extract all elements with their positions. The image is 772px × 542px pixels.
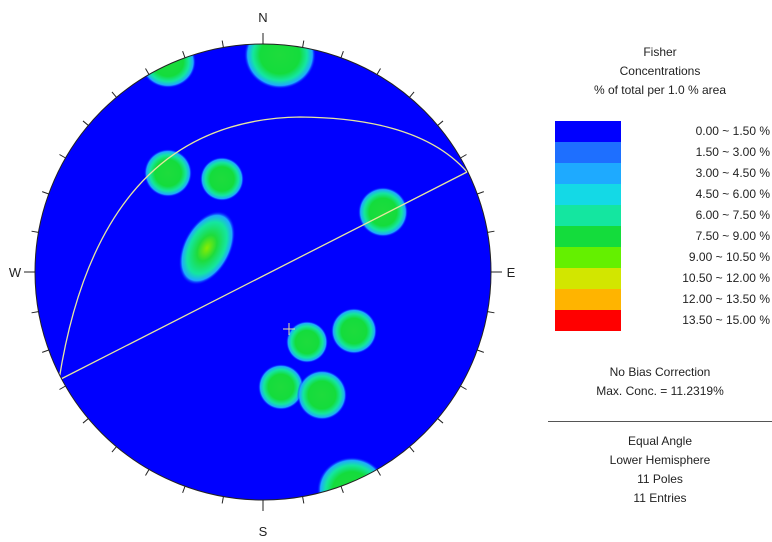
azimuth-tick: [487, 230, 495, 233]
contour-cluster: [144, 149, 192, 197]
azimuth-tick: [437, 418, 444, 424]
stereonet-plot: N S W E: [9, 10, 516, 539]
legend-divider: [548, 421, 772, 422]
contour-cluster: [358, 187, 408, 237]
contour-cluster: [258, 364, 304, 410]
contour-cluster: [331, 308, 377, 354]
legend-swatch: [555, 142, 621, 163]
south-label: S: [259, 524, 268, 539]
azimuth-tick: [460, 385, 467, 390]
azimuth-tick: [302, 496, 305, 504]
legend-range-label: 12.00 ~ 13.50 %: [682, 292, 770, 306]
legend-range-label: 0.00 ~ 1.50 %: [695, 124, 770, 138]
great-circle-plane: [58, 116, 468, 381]
azimuth-tick: [145, 469, 150, 476]
entries-count: 11 Entries: [633, 491, 687, 505]
legend-swatch: [555, 289, 621, 310]
contour-cluster: [286, 321, 328, 363]
azimuth-tick: [460, 154, 467, 159]
legend-range-label: 13.50 ~ 15.00 %: [682, 313, 770, 327]
azimuth-tick: [182, 486, 186, 493]
strike-line: [58, 171, 468, 381]
legend-range-label: 9.00 ~ 10.50 %: [688, 250, 770, 264]
center-mark: [283, 323, 295, 335]
azimuth-tick: [477, 349, 484, 353]
contour-cluster: [140, 44, 196, 88]
legend-range-label: 6.00 ~ 7.50 %: [695, 208, 770, 222]
north-label: N: [258, 10, 267, 25]
hemisphere-type: Lower Hemisphere: [609, 453, 711, 467]
azimuth-tick: [111, 91, 117, 98]
azimuth-tick: [477, 191, 484, 195]
azimuth-tick: [376, 469, 381, 476]
azimuth-tick: [145, 68, 150, 75]
legend-swatch: [555, 247, 621, 268]
legend-swatch: [555, 268, 621, 289]
azimuth-tick: [409, 91, 415, 98]
contour-peak: [178, 210, 236, 286]
azimuth-ticks: [31, 40, 495, 504]
legend-title-3: % of total per 1.0 % area: [593, 83, 727, 97]
legend-title-2: Concentrations: [619, 64, 701, 78]
azimuth-tick: [182, 51, 186, 58]
contour-cluster: [317, 457, 387, 500]
azimuth-tick: [340, 51, 344, 58]
legend-title-1: Fisher: [643, 45, 677, 59]
legend-swatch: [555, 184, 621, 205]
azimuth-tick: [340, 486, 344, 493]
west-label: W: [9, 265, 22, 280]
azimuth-tick: [221, 496, 224, 504]
contour-cluster: [297, 370, 347, 420]
azimuth-tick: [31, 311, 39, 314]
azimuth-tick: [437, 120, 444, 126]
azimuth-tick: [82, 120, 89, 126]
legend-range-label: 4.50 ~ 6.00 %: [695, 187, 770, 201]
east-label: E: [507, 265, 516, 280]
azimuth-tick: [487, 311, 495, 314]
max-concentration-text: Max. Conc. = 11.2319%: [596, 384, 724, 398]
bias-correction-text: No Bias Correction: [609, 365, 711, 379]
azimuth-tick: [302, 40, 305, 48]
legend-range-label: 10.50 ~ 12.00 %: [682, 271, 770, 285]
azimuth-tick: [59, 385, 66, 390]
legend-range-label: 1.50 ~ 3.00 %: [695, 145, 770, 159]
legend-swatch: [555, 310, 621, 331]
contour-cluster: [244, 44, 316, 89]
azimuth-tick: [111, 446, 117, 453]
legend-swatch: [555, 163, 621, 184]
legend-range-label: 3.00 ~ 4.50 %: [695, 166, 770, 180]
legend-range-label: 7.50 ~ 9.00 %: [695, 229, 770, 243]
concentration-contours: [58, 44, 468, 500]
legend-swatch: [555, 121, 621, 142]
contour-cluster: [200, 157, 244, 201]
azimuth-tick: [42, 349, 49, 353]
poles-count: 11 Poles: [637, 472, 683, 486]
legend-swatch: [555, 205, 621, 226]
azimuth-tick: [31, 230, 39, 233]
azimuth-tick: [82, 418, 89, 424]
azimuth-tick: [376, 68, 381, 75]
legend-swatch: [555, 226, 621, 247]
azimuth-tick: [42, 191, 49, 195]
azimuth-tick: [409, 446, 415, 453]
projection-type: Equal Angle: [627, 434, 693, 448]
stereonet-fill: [35, 44, 491, 500]
azimuth-tick: [59, 154, 66, 159]
azimuth-tick: [221, 40, 224, 48]
